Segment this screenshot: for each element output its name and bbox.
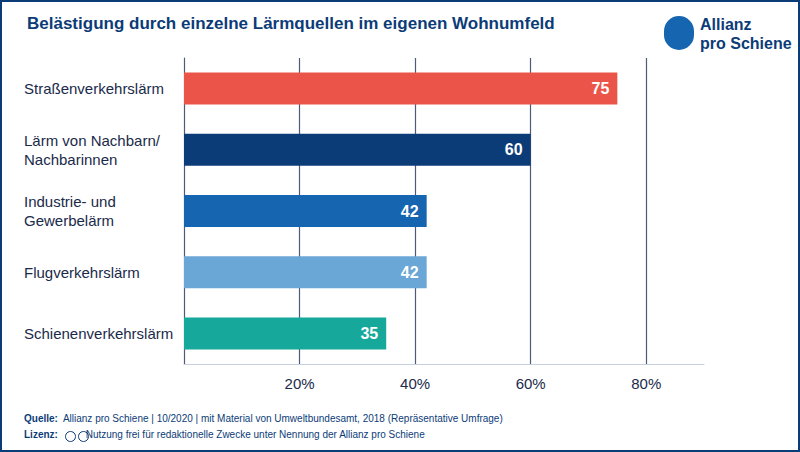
svg-text:Lärm von Nachbarn/: Lärm von Nachbarn/	[24, 132, 161, 149]
svg-text:Belästigung durch einzelne Lär: Belästigung durch einzelne Lärmquellen i…	[27, 14, 555, 33]
svg-text:Nutzung frei für redaktionelle: Nutzung frei für redaktionelle Zwecke un…	[58, 429, 425, 440]
svg-text:Lizenz:: Lizenz:	[24, 429, 58, 440]
svg-text:Straßenverkehrslärm: Straßenverkehrslärm	[24, 80, 164, 97]
svg-text:40%: 40%	[400, 375, 430, 392]
svg-text:Schienenverkehrslärm: Schienenverkehrslärm	[24, 325, 173, 342]
svg-text:Nachbarinnen: Nachbarinnen	[24, 151, 117, 168]
svg-text:20%: 20%	[285, 375, 315, 392]
svg-text:Allianz: Allianz	[700, 16, 752, 33]
svg-text:42: 42	[401, 264, 419, 281]
svg-text:Flugverkehrslärm: Flugverkehrslärm	[24, 264, 140, 281]
svg-text:pro Schiene: pro Schiene	[700, 35, 792, 52]
svg-text:60: 60	[505, 141, 523, 158]
svg-text:60%: 60%	[516, 375, 546, 392]
svg-text:Quelle:: Quelle:	[24, 413, 58, 424]
svg-text:80%: 80%	[631, 375, 661, 392]
svg-text:Industrie- und: Industrie- und	[24, 193, 116, 210]
svg-text:35: 35	[360, 325, 378, 342]
svg-text:75: 75	[592, 80, 610, 97]
svg-text:42: 42	[401, 203, 419, 220]
svg-text:Gewerbelärm: Gewerbelärm	[24, 212, 114, 229]
svg-text:Allianz pro Schiene | 10/2020: Allianz pro Schiene | 10/2020 | mit Mate…	[58, 413, 503, 424]
